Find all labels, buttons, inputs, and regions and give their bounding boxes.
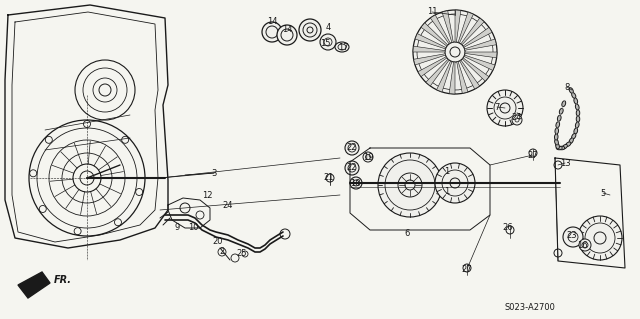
Text: S023-A2700: S023-A2700 xyxy=(504,303,556,313)
Ellipse shape xyxy=(569,88,573,93)
Polygon shape xyxy=(436,61,452,92)
Ellipse shape xyxy=(572,93,576,98)
Text: 22: 22 xyxy=(347,164,357,173)
Text: 18: 18 xyxy=(349,179,360,188)
Text: 25: 25 xyxy=(237,249,247,258)
Text: 3: 3 xyxy=(211,168,217,177)
Ellipse shape xyxy=(575,104,579,110)
Circle shape xyxy=(563,227,583,247)
Ellipse shape xyxy=(572,133,576,139)
Polygon shape xyxy=(460,60,480,89)
Text: 23: 23 xyxy=(566,231,577,240)
Polygon shape xyxy=(449,62,455,94)
Polygon shape xyxy=(465,52,497,58)
Text: 2: 2 xyxy=(220,248,225,256)
Ellipse shape xyxy=(562,101,566,107)
Text: 5: 5 xyxy=(600,189,605,197)
Ellipse shape xyxy=(555,139,558,145)
Polygon shape xyxy=(461,18,484,45)
Ellipse shape xyxy=(559,146,564,150)
Circle shape xyxy=(262,22,282,42)
Ellipse shape xyxy=(557,115,561,121)
Circle shape xyxy=(345,161,359,175)
Text: 16: 16 xyxy=(577,241,588,249)
Circle shape xyxy=(512,115,522,125)
Text: 4: 4 xyxy=(325,23,331,32)
Circle shape xyxy=(435,163,475,203)
Polygon shape xyxy=(430,15,451,44)
Text: 19: 19 xyxy=(363,152,373,161)
Ellipse shape xyxy=(574,128,577,134)
Circle shape xyxy=(320,34,336,50)
Circle shape xyxy=(299,19,321,41)
Ellipse shape xyxy=(562,145,568,149)
Ellipse shape xyxy=(576,116,580,122)
Circle shape xyxy=(277,25,297,45)
Text: 1: 1 xyxy=(444,188,450,197)
Polygon shape xyxy=(463,27,492,47)
Polygon shape xyxy=(455,10,461,42)
Circle shape xyxy=(487,90,523,126)
Text: 27: 27 xyxy=(528,151,538,160)
Circle shape xyxy=(413,10,497,94)
Polygon shape xyxy=(462,58,489,81)
Text: 20: 20 xyxy=(212,238,223,247)
Circle shape xyxy=(578,216,622,260)
Ellipse shape xyxy=(556,143,559,149)
Circle shape xyxy=(579,239,591,251)
Text: 21: 21 xyxy=(324,173,334,182)
Text: 11: 11 xyxy=(427,8,437,17)
Polygon shape xyxy=(18,272,50,298)
Polygon shape xyxy=(464,55,495,70)
Polygon shape xyxy=(465,39,497,50)
Ellipse shape xyxy=(554,134,558,140)
Circle shape xyxy=(345,141,359,155)
Circle shape xyxy=(350,177,362,189)
Polygon shape xyxy=(413,54,445,65)
Text: 24: 24 xyxy=(223,201,233,210)
Text: 8: 8 xyxy=(564,83,570,92)
Text: 9: 9 xyxy=(174,222,180,232)
Polygon shape xyxy=(421,23,448,46)
Text: 13: 13 xyxy=(560,159,570,167)
Text: 12: 12 xyxy=(202,191,212,201)
Text: 10: 10 xyxy=(188,222,198,232)
Text: 22: 22 xyxy=(347,144,357,152)
Text: FR.: FR. xyxy=(54,275,72,285)
Text: 7: 7 xyxy=(494,102,500,112)
Polygon shape xyxy=(457,62,468,93)
Text: 14: 14 xyxy=(267,18,277,26)
Ellipse shape xyxy=(566,142,571,146)
Ellipse shape xyxy=(575,122,579,128)
Text: 14: 14 xyxy=(282,26,292,34)
Polygon shape xyxy=(426,59,449,86)
Ellipse shape xyxy=(555,128,559,134)
Ellipse shape xyxy=(569,138,573,144)
Text: 6: 6 xyxy=(404,228,410,238)
Text: 17: 17 xyxy=(338,42,348,51)
Polygon shape xyxy=(415,33,446,49)
Ellipse shape xyxy=(559,108,563,114)
Polygon shape xyxy=(458,12,474,43)
Text: 24: 24 xyxy=(512,114,522,122)
Circle shape xyxy=(378,153,442,217)
Ellipse shape xyxy=(574,98,577,104)
Circle shape xyxy=(363,152,373,162)
Ellipse shape xyxy=(335,42,349,52)
Text: 1: 1 xyxy=(444,167,450,176)
Polygon shape xyxy=(442,11,453,42)
Text: 27: 27 xyxy=(461,264,472,273)
Ellipse shape xyxy=(556,146,563,150)
Polygon shape xyxy=(418,57,447,77)
Ellipse shape xyxy=(576,110,580,116)
Text: 26: 26 xyxy=(502,224,513,233)
Polygon shape xyxy=(413,46,445,52)
Text: 15: 15 xyxy=(320,39,330,48)
Ellipse shape xyxy=(556,122,559,128)
